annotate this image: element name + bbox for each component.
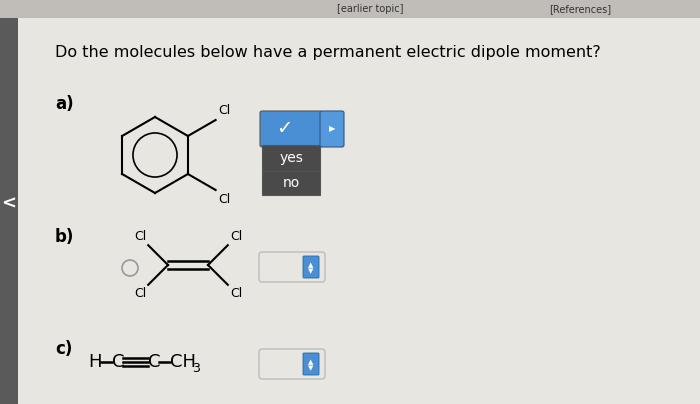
Text: no: no bbox=[282, 176, 300, 190]
Text: Do the molecules below have a permanent electric dipole moment?: Do the molecules below have a permanent … bbox=[55, 45, 601, 60]
Text: Cl: Cl bbox=[230, 287, 242, 300]
Text: a): a) bbox=[55, 95, 74, 113]
FancyBboxPatch shape bbox=[0, 0, 700, 18]
Text: <: < bbox=[1, 195, 17, 213]
Text: C: C bbox=[112, 353, 125, 371]
Text: b): b) bbox=[55, 228, 74, 246]
Text: c): c) bbox=[55, 340, 72, 358]
Text: C: C bbox=[148, 353, 160, 371]
FancyBboxPatch shape bbox=[260, 111, 322, 147]
Text: ▶: ▶ bbox=[329, 124, 335, 133]
Text: Cl: Cl bbox=[134, 230, 146, 243]
FancyBboxPatch shape bbox=[303, 353, 319, 375]
Text: Cl: Cl bbox=[134, 287, 146, 300]
FancyBboxPatch shape bbox=[303, 256, 319, 278]
Text: Cl: Cl bbox=[218, 193, 231, 206]
Text: ▲: ▲ bbox=[308, 359, 314, 365]
FancyBboxPatch shape bbox=[259, 252, 325, 282]
Text: Cl: Cl bbox=[218, 104, 231, 117]
FancyBboxPatch shape bbox=[0, 18, 18, 404]
Text: ▼: ▼ bbox=[308, 268, 314, 274]
Text: ▼: ▼ bbox=[308, 365, 314, 371]
FancyBboxPatch shape bbox=[259, 349, 325, 379]
Text: ✓: ✓ bbox=[276, 120, 293, 139]
Text: H: H bbox=[88, 353, 102, 371]
FancyBboxPatch shape bbox=[320, 111, 344, 147]
Text: [References]: [References] bbox=[549, 4, 611, 14]
FancyBboxPatch shape bbox=[262, 171, 320, 195]
Text: ▲: ▲ bbox=[308, 262, 314, 268]
FancyBboxPatch shape bbox=[262, 145, 320, 171]
Text: CH: CH bbox=[170, 353, 196, 371]
Text: Cl: Cl bbox=[230, 230, 242, 243]
Text: yes: yes bbox=[279, 151, 303, 165]
Text: [earlier topic]: [earlier topic] bbox=[337, 4, 403, 14]
Text: 3: 3 bbox=[192, 362, 200, 375]
FancyBboxPatch shape bbox=[18, 18, 700, 404]
